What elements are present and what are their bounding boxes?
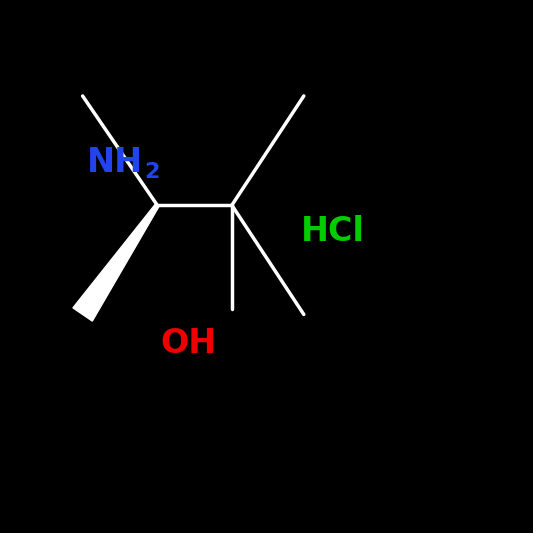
- Text: 2: 2: [144, 162, 160, 182]
- Text: HCl: HCl: [301, 215, 365, 248]
- Text: OH: OH: [160, 327, 216, 360]
- Polygon shape: [73, 204, 159, 321]
- Text: NH: NH: [87, 146, 143, 179]
